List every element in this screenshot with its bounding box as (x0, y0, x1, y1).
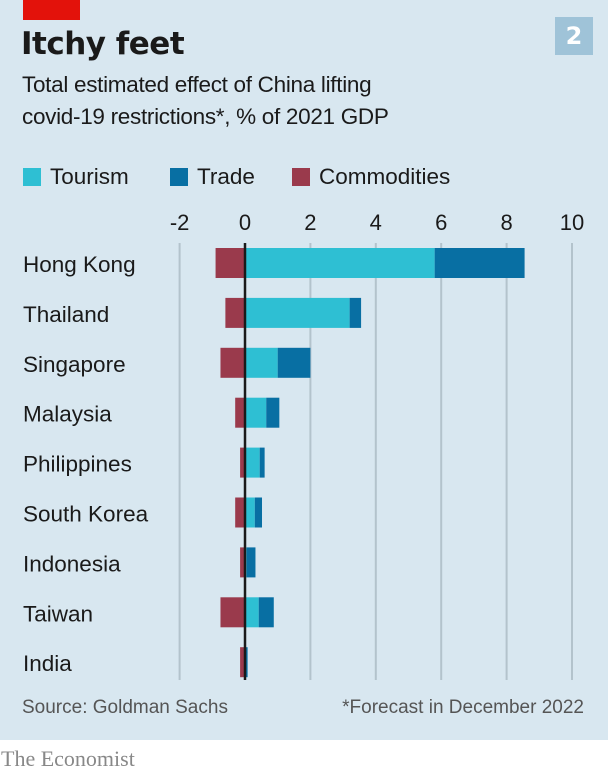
bar-tourism-singapore (245, 347, 278, 378)
bar-trade-hong-kong (434, 248, 525, 278)
bar-trade-south-korea (254, 497, 263, 528)
chart-title: Itchy feet (21, 26, 185, 62)
bar-tourism-hong-kong (245, 248, 435, 278)
chart-subtitle-line2: covid-19 restrictions*, % of 2021 GDP (22, 104, 389, 129)
x-tick-label-10: 10 (560, 210, 584, 235)
category-label-india: India (23, 651, 72, 676)
bar-tourism-malaysia (245, 397, 267, 428)
bar-trade-india (245, 647, 248, 678)
chart-number-badge: 2 (555, 17, 593, 55)
bar-tourism-philippines (245, 447, 260, 478)
bar-commodities-hong-kong (215, 248, 245, 278)
x-tick-label-6: 6 (435, 210, 447, 235)
publisher-logo: The Economist (1, 746, 135, 771)
legend-label-commodities: Commodities (319, 164, 451, 189)
legend-swatch-tourism (23, 168, 41, 186)
category-label-hong-kong: Hong Kong (23, 252, 136, 277)
category-label-taiwan: Taiwan (23, 601, 93, 626)
bar-trade-singapore (277, 347, 311, 378)
legend-label-tourism: Tourism (50, 164, 129, 189)
legend-item-trade: Trade (170, 164, 255, 190)
category-label-singapore: Singapore (23, 352, 126, 377)
bar-tourism-thailand (245, 297, 350, 328)
bar-commodities-thailand (225, 297, 245, 328)
brand-red-bar (23, 0, 80, 20)
legend-label-trade: Trade (197, 164, 255, 189)
category-label-thailand: Thailand (23, 302, 109, 327)
category-label-south-korea: South Korea (23, 502, 149, 527)
bar-commodities-singapore (220, 347, 245, 378)
x-tick-label-4: 4 (370, 210, 382, 235)
bar-commodities-south-korea (235, 497, 245, 528)
category-label-indonesia: Indonesia (23, 551, 121, 576)
bar-trade-malaysia (266, 397, 280, 428)
bar-tourism-south-korea (245, 497, 255, 528)
bar-trade-indonesia (246, 547, 256, 578)
category-label-malaysia: Malaysia (23, 402, 112, 427)
bar-tourism-taiwan (245, 597, 259, 628)
legend-swatch-trade (170, 168, 188, 186)
category-label-philippines: Philippines (23, 452, 132, 477)
stacked-bar-chart: -2 0 2 4 6 8 10 Hong Kong Thailand Singapore Mala… (23, 210, 584, 680)
legend-item-commodities: Commodities (292, 164, 450, 190)
source-note: Source: Goldman Sachs (22, 697, 228, 718)
forecast-footnote: *Forecast in December 2022 (342, 697, 584, 718)
bar-commodities-malaysia (235, 397, 245, 428)
bar-trade-thailand (349, 297, 362, 328)
x-tick-label-0: 0 (239, 210, 251, 235)
legend-swatch-commodities (292, 168, 310, 186)
bar-trade-taiwan (258, 597, 274, 628)
chart-subtitle-line1: Total estimated effect of China lifting (22, 72, 372, 97)
x-tick-label-8: 8 (500, 210, 512, 235)
x-tick-label--2: -2 (170, 210, 190, 235)
bar-trade-philippines (259, 447, 265, 478)
bar-commodities-indonesia (240, 547, 245, 578)
bar-commodities-taiwan (220, 597, 245, 628)
bar-commodities-philippines (240, 447, 245, 478)
bar-commodities-india (240, 647, 245, 678)
x-tick-label-2: 2 (304, 210, 316, 235)
legend-item-tourism: Tourism (23, 164, 129, 190)
